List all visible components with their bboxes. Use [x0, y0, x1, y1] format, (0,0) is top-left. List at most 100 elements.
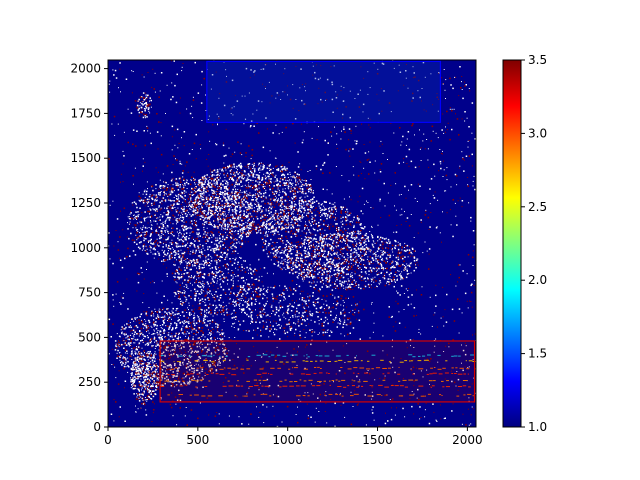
noise-pixel [127, 324, 129, 326]
noise-pixel [223, 194, 225, 196]
noise-pixel [292, 224, 294, 226]
noise-pixel [457, 298, 459, 300]
noise-pixel [320, 255, 322, 257]
noise-pixel [209, 262, 210, 263]
noise-pixel [242, 201, 244, 203]
noise-pixel [292, 107, 294, 109]
noise-pixel [340, 333, 342, 335]
noise-pixel [337, 245, 340, 247]
noise-pixel [262, 68, 265, 70]
noise-pixel [196, 203, 198, 205]
noise-pixel [312, 74, 314, 76]
noise-pixel [225, 193, 228, 195]
noise-pixel [211, 213, 213, 214]
noise-pixel [178, 219, 180, 222]
noise-pixel [361, 248, 363, 250]
noise-pixel [152, 243, 154, 245]
noise-pixel [252, 199, 254, 201]
noise-pixel [275, 250, 278, 252]
noise-pixel [393, 357, 395, 359]
noise-pixel [303, 271, 305, 274]
noise-pixel [147, 222, 149, 224]
noise-pixel [273, 226, 274, 228]
noise-pixel [305, 214, 307, 216]
noise-pixel [230, 194, 232, 196]
noise-pixel [281, 227, 283, 229]
noise-pixel [112, 364, 114, 366]
noise-pixel [242, 178, 245, 180]
noise-pixel [253, 162, 255, 164]
noise-pixel [249, 230, 252, 232]
noise-pixel [200, 208, 202, 210]
noise-pixel [304, 227, 306, 229]
noise-pixel [163, 241, 165, 243]
noise-pixel [170, 98, 172, 101]
noise-pixel [249, 194, 251, 196]
noise-pixel [270, 259, 272, 261]
noise-pixel [268, 212, 271, 215]
noise-pixel [210, 231, 212, 233]
noise-pixel [203, 223, 206, 226]
noise-pixel [280, 215, 281, 217]
noise-pixel [324, 119, 326, 121]
noise-pixel [243, 226, 245, 229]
noise-pixel [435, 419, 437, 421]
noise-pixel [265, 291, 267, 293]
noise-pixel [215, 205, 217, 208]
noise-pixel [275, 157, 277, 159]
noise-pixel [247, 235, 249, 237]
noise-pixel [388, 306, 390, 308]
noise-pixel [181, 66, 183, 68]
noise-pixel [281, 171, 283, 173]
noise-pixel [235, 181, 237, 184]
noise-pixel [268, 224, 270, 226]
noise-pixel [247, 301, 249, 303]
noise-pixel [241, 198, 243, 200]
noise-pixel [253, 125, 255, 127]
noise-pixel [274, 198, 276, 201]
noise-pixel [285, 208, 287, 210]
noise-pixel [239, 208, 241, 210]
noise-pixel [149, 132, 151, 134]
noise-pixel [180, 258, 183, 260]
noise-pixel [265, 117, 267, 119]
noise-pixel [216, 237, 218, 239]
noise-pixel [288, 319, 290, 321]
noise-pixel [235, 188, 237, 190]
noise-pixel [245, 195, 248, 197]
noise-pixel [175, 101, 178, 104]
heatmap-plot-area [107, 59, 477, 428]
noise-pixel [409, 398, 411, 400]
noise-pixel [318, 215, 320, 217]
noise-pixel [229, 199, 231, 201]
noise-pixel [308, 253, 310, 255]
noise-pixel [356, 252, 358, 254]
noise-pixel [162, 185, 164, 187]
noise-pixel [301, 205, 303, 207]
noise-pixel [458, 276, 460, 279]
noise-pixel [411, 391, 413, 392]
noise-pixel [284, 169, 287, 171]
noise-pixel [250, 184, 252, 187]
noise-pixel [258, 194, 260, 196]
noise-pixel [307, 227, 308, 229]
noise-pixel [321, 244, 323, 247]
noise-pixel [264, 214, 266, 216]
noise-pixel [245, 233, 247, 235]
noise-pixel [217, 179, 220, 181]
noise-pixel [265, 181, 267, 184]
noise-pixel [315, 165, 318, 167]
noise-pixel [236, 193, 238, 195]
noise-pixel [351, 234, 353, 237]
noise-pixel [425, 210, 427, 212]
noise-pixel [163, 250, 165, 252]
noise-pixel [260, 212, 262, 214]
noise-pixel [339, 240, 341, 242]
noise-pixel [195, 224, 197, 225]
noise-pixel [378, 99, 380, 101]
noise-pixel [427, 159, 429, 161]
noise-pixel [262, 163, 264, 165]
noise-pixel [280, 166, 282, 168]
noise-pixel [231, 214, 234, 216]
noise-pixel [251, 227, 253, 229]
